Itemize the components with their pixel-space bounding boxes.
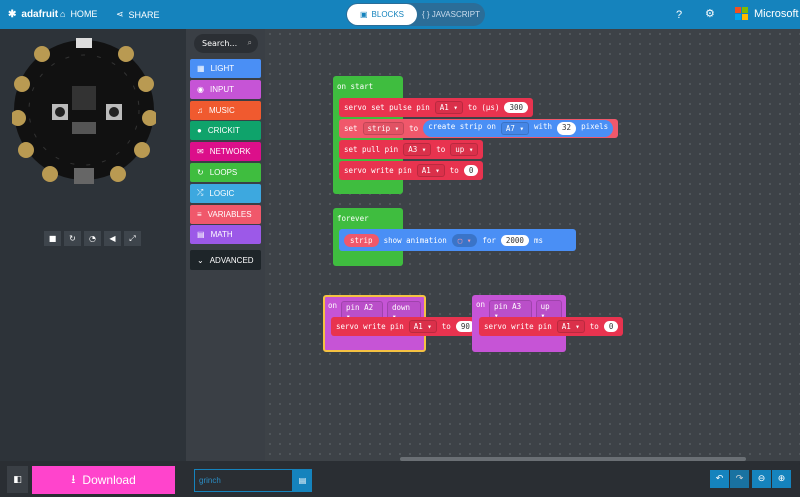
servo-write-block[interactable]: servo write pin A1 ▾ to 0 [479, 317, 624, 336]
toolbox: Search... ⌕ ▦ LIGHT ◉ INPUT ♫ MUSIC ● CRICKIT ✉ NE… [186, 29, 265, 461]
stop-icon[interactable]: ■ [44, 231, 61, 246]
collapse-simulator-button[interactable]: ◧ [7, 466, 28, 493]
editor-toggle: ▣ BLOCKS { } JAVASCRIPT [346, 3, 485, 26]
servo-write-block[interactable]: servo write pin A1 ▾ to 90 [331, 317, 480, 336]
set-pull-pin-block[interactable]: set pull pin A3 ▾ to up ▾ [339, 140, 484, 159]
shuffle-icon: ⤮ [197, 188, 204, 198]
zoom-in-icon[interactable]: ⊕ [772, 470, 791, 488]
category-loops[interactable]: ↻ LOOPS [190, 163, 261, 182]
animation-picker[interactable]: ▢ ▾ [451, 233, 478, 247]
servo-write-block[interactable]: servo write pin A1 ▾ to 0 [339, 161, 484, 180]
horizontal-scrollbar[interactable] [400, 457, 746, 461]
sound-icon[interactable]: ◀ [104, 231, 121, 246]
microsoft-logo[interactable]: Microsoft [735, 7, 799, 21]
category-variables[interactable]: ≡ VARIABLES [190, 204, 261, 224]
gear-icon[interactable]: ⚙ [705, 8, 715, 20]
category-logic[interactable]: ⤮ LOGIC [190, 183, 261, 203]
set-strip-block[interactable]: set strip ▾ to create strip on A7 ▾ with 32 pi… [339, 119, 619, 138]
star-icon: ✱ [8, 9, 17, 20]
adafruit-logo[interactable]: ✱ adafruit [8, 9, 59, 20]
chat-icon: ✉ [197, 147, 204, 157]
share-button[interactable]: ⋖ SHARE [116, 9, 160, 20]
refresh-icon: ↻ [197, 168, 204, 177]
project-name-input[interactable] [194, 469, 293, 492]
share-icon: ⋖ [116, 9, 124, 19]
category-math[interactable]: ▤ MATH [190, 225, 261, 245]
tab-javascript[interactable]: { } JAVASCRIPT [422, 10, 480, 19]
microsoft-icon [735, 7, 748, 20]
blocks-workspace[interactable]: on start servo set pulse pin A1 ▾ to (µs) 3… [265, 29, 800, 461]
slowmo-icon[interactable]: ◔ [84, 231, 101, 246]
zoom-out-icon[interactable]: ⊖ [752, 470, 771, 488]
chevron-down-icon: ⌄ [197, 255, 204, 265]
category-music[interactable]: ♫ MUSIC [190, 100, 261, 120]
servo-set-pulse-block[interactable]: servo set pulse pin A1 ▾ to (µs) 300 [339, 98, 534, 117]
save-icon[interactable]: ▤ [293, 469, 312, 492]
list-icon: ≡ [197, 209, 202, 219]
category-network[interactable]: ✉ NETWORK [190, 142, 261, 162]
home-icon: ⌂ [60, 9, 66, 19]
undo-icon[interactable]: ↶ [710, 470, 729, 488]
show-animation-block[interactable]: strip show animation ▢ ▾ for 2000 ms [339, 229, 576, 251]
simulator-controls: ■ ↻ ◔ ◀ ⤢ [44, 231, 141, 246]
target-icon: ◉ [197, 84, 204, 94]
restart-icon[interactable]: ↻ [64, 231, 81, 246]
category-input[interactable]: ◉ INPUT [190, 79, 261, 99]
help-icon[interactable]: ? [676, 9, 683, 21]
home-button[interactable]: ⌂ HOME [60, 9, 98, 19]
category-light[interactable]: ▦ LIGHT [190, 59, 261, 78]
category-advanced[interactable]: ⌄ ADVANCED [190, 250, 261, 270]
puzzle-icon: ▣ [359, 10, 368, 19]
search-icon: ⌕ [247, 38, 252, 47]
simulator-panel: ■ ↻ ◔ ◀ ⤢ [0, 29, 186, 461]
headphones-icon: ♫ [197, 105, 203, 115]
grid-icon: ▦ [197, 64, 205, 73]
header: ✱ adafruit ⌂ HOME ⋖ SHARE ▣ BLOCKS { } JAVAS… [0, 0, 800, 29]
search-input[interactable]: Search... ⌕ [194, 34, 258, 53]
redo-icon[interactable]: ↷ [730, 470, 749, 488]
circuit-playground-board[interactable] [12, 36, 156, 198]
calculator-icon: ▤ [197, 230, 205, 240]
create-strip-block[interactable]: create strip on A7 ▾ with 32 pixels [423, 120, 614, 137]
download-button[interactable]: ⭳ Download [32, 466, 175, 494]
category-crickit[interactable]: ● CRICKIT [190, 121, 261, 141]
tab-blocks[interactable]: ▣ BLOCKS [347, 4, 417, 25]
circle-icon: ● [197, 126, 202, 136]
download-icon: ⭳ [71, 471, 76, 486]
fullscreen-icon[interactable]: ⤢ [124, 231, 141, 246]
bottom-bar: ◧ ⭳Download ▤ ↶ ↷ ⊖ ⊕ [0, 461, 800, 497]
